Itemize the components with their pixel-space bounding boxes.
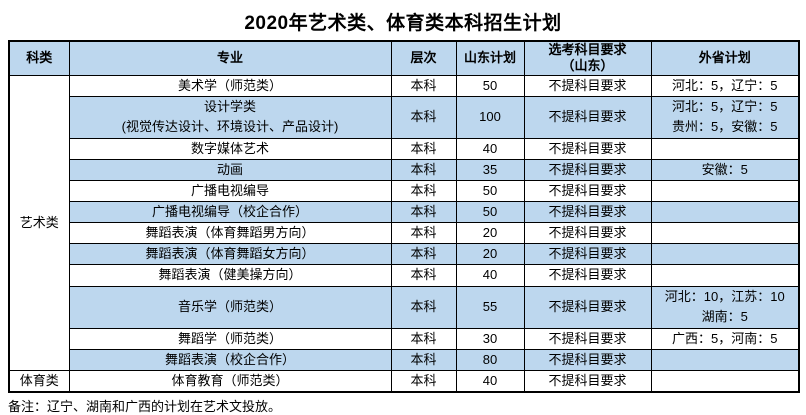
cell-major: 动画 [68,158,392,181]
cell-other-provinces: 河北：5，辽宁：5 [650,74,800,97]
cell-shandong-plan: 35 [455,158,525,181]
table-row: 广播电视编导 本科 50 不提科目要求 [9,179,800,203]
cell-major: 舞蹈表演（体育舞蹈男方向） [68,222,392,245]
cell-subject-req: 不提科目要求 [523,179,652,203]
cell-major: 美术学（师范类） [68,74,392,97]
cell-other-provinces: 广西：5，河南：5 [650,327,800,350]
cell-shandong-plan: 30 [455,327,525,350]
cell-level: 本科 [390,222,457,245]
cell-other-provinces [650,369,800,393]
cell-shandong-plan: 20 [455,243,525,266]
table-row: 设计学类 (视觉传达设计、环境设计、产品设计) 本科 100 不提科目要求 河北… [9,95,800,139]
cell-major: 音乐学（师范类） [68,285,392,329]
cell-level: 本科 [390,95,457,139]
cell-level: 本科 [390,243,457,266]
cell-subject-req: 不提科目要求 [523,222,652,245]
table-row: 数字媒体艺术 本科 40 不提科目要求 [9,137,800,160]
cell-subject-req: 不提科目要求 [523,369,652,393]
cell-major: 广播电视编导（校企合作） [68,201,392,224]
cell-shandong-plan: 50 [455,179,525,203]
cell-major: 舞蹈表演（校企合作） [68,348,392,371]
table-row: 舞蹈表演（体育舞蹈男方向） 本科 20 不提科目要求 [9,222,800,245]
col-header-major: 专业 [68,40,392,76]
page-title: 2020年艺术类、体育类本科招生计划 [244,13,562,34]
cell-level: 本科 [390,369,457,393]
cell-shandong-plan: 40 [455,369,525,393]
cell-other-provinces [650,137,800,160]
cell-shandong-plan: 40 [455,264,525,287]
col-header-level: 层次 [390,40,457,76]
cell-shandong-plan: 50 [455,74,525,97]
cell-subject-req: 不提科目要求 [523,264,652,287]
cell-other-provinces [650,348,800,371]
cell-subject-req: 不提科目要求 [523,158,652,181]
table-row: 动画 本科 35 不提科目要求 安徽：5 [9,158,800,181]
cell-shandong-plan: 40 [455,137,525,160]
cell-subject-req: 不提科目要求 [523,137,652,160]
col-header-subject-req: 选考科目要求 （山东） [523,40,652,76]
cell-shandong-plan: 80 [455,348,525,371]
admission-plan-table: 科类 专业 层次 山东计划 选考科目要求 （山东） 外省计划 艺术类 美术学（师… [8,40,800,394]
cell-shandong-plan: 20 [455,222,525,245]
cell-major: 数字媒体艺术 [68,137,392,160]
cell-shandong-plan: 100 [455,95,525,139]
table-row: 舞蹈表演（健美操方向） 本科 40 不提科目要求 [9,264,800,287]
cell-subject-req: 不提科目要求 [523,95,652,139]
table-row: 舞蹈表演（校企合作） 本科 80 不提科目要求 [9,348,800,371]
cell-major: 舞蹈表演（健美操方向） [68,264,392,287]
col-header-category: 科类 [8,40,70,76]
cell-subject-req: 不提科目要求 [523,285,652,329]
cell-subject-req: 不提科目要求 [523,327,652,350]
cell-shandong-plan: 50 [455,201,525,224]
table-row: 广播电视编导（校企合作） 本科 50 不提科目要求 [9,201,800,224]
cell-shandong-plan: 55 [455,285,525,329]
cell-subject-req: 不提科目要求 [523,74,652,97]
cell-major: 体育教育（师范类） [68,369,392,393]
table-row: 体育类 体育教育（师范类） 本科 40 不提科目要求 [8,369,800,393]
cell-level: 本科 [390,74,457,97]
cell-subject-req: 不提科目要求 [523,243,652,266]
cell-level: 本科 [390,264,457,287]
table-row: 舞蹈学（师范类） 本科 30 不提科目要求 广西：5，河南：5 [9,327,800,350]
cell-level: 本科 [390,179,457,203]
cell-level: 本科 [390,327,457,350]
cell-subject-req: 不提科目要求 [523,201,652,224]
cell-major: 设计学类 (视觉传达设计、环境设计、产品设计) [68,95,392,139]
cell-other-provinces: 河北：5，辽宁：5 贵州：5，安徽：5 [650,95,800,139]
table-row: 舞蹈表演（体育舞蹈女方向） 本科 20 不提科目要求 [9,243,800,266]
cell-level: 本科 [390,348,457,371]
cell-other-provinces [650,243,800,266]
col-header-other-provinces: 外省计划 [650,40,800,76]
table-row: 音乐学（师范类） 本科 55 不提科目要求 河北：10，江苏：10 湖南：5 [9,285,800,329]
cell-level: 本科 [390,137,457,160]
cell-level: 本科 [390,285,457,329]
header-row: 科类 专业 层次 山东计划 选考科目要求 （山东） 外省计划 [8,40,800,76]
cell-other-provinces [650,179,800,203]
cell-other-provinces: 安徽：5 [650,158,800,181]
category-cell-sports: 体育类 [8,369,70,393]
category-cell-art: 艺术类 [8,74,70,371]
cell-major: 舞蹈表演（体育舞蹈女方向） [68,243,392,266]
cell-level: 本科 [390,158,457,181]
col-header-shandong-plan: 山东计划 [455,40,525,76]
table-row: 艺术类 美术学（师范类） 本科 50 不提科目要求 河北：5，辽宁：5 [8,74,800,371]
cell-major: 舞蹈学（师范类） [68,327,392,350]
cell-other-provinces [650,264,800,287]
cell-other-provinces: 河北：10，江苏：10 湖南：5 [650,285,800,329]
cell-other-provinces [650,222,800,245]
footnote: 备注：辽宁、湖南和广西的计划在艺术文投放。 [8,399,282,415]
cell-other-provinces [650,201,800,224]
cell-subject-req: 不提科目要求 [523,348,652,371]
cell-level: 本科 [390,201,457,224]
cell-major: 广播电视编导 [68,179,392,203]
